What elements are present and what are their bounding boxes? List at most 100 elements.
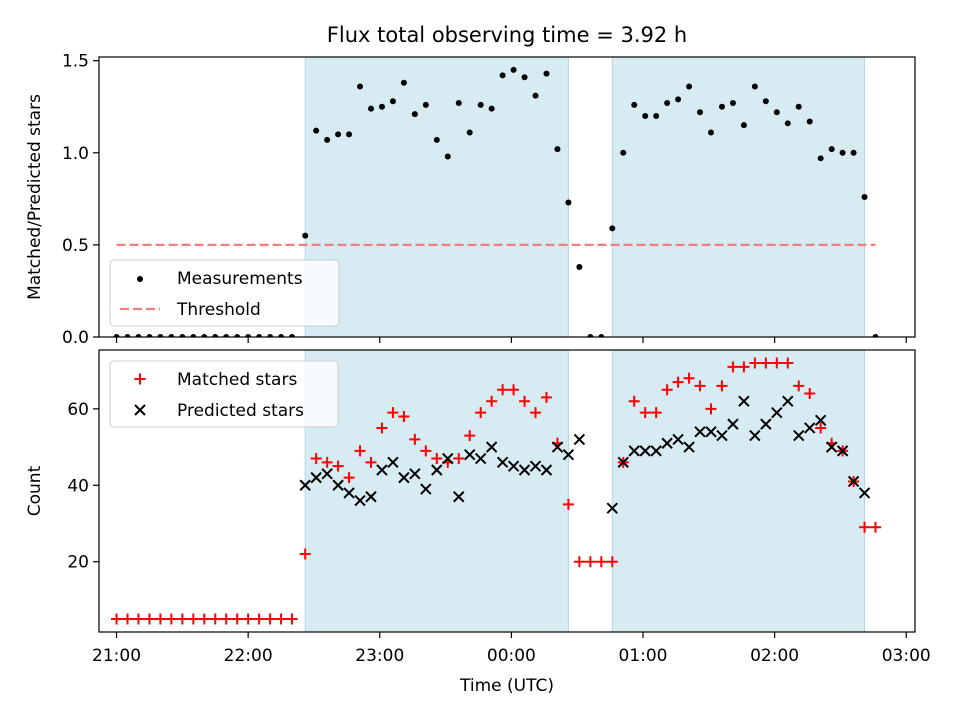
bottom-panel: 20 40 60 21:00 22:00 23:00 00:00 01:00 02:00 03:0…: [25, 349, 931, 696]
y-tick-label: 40: [67, 476, 89, 496]
matched-star-point: [716, 380, 728, 392]
matched-star-point: [519, 395, 531, 407]
measurement-point: [850, 149, 857, 156]
matched-star-point: [815, 422, 827, 434]
top-panel: 0.0 0.5 1.0 1.5 Matched/Predicted stars Measu…: [25, 52, 916, 348]
measurement-point: [168, 334, 175, 337]
predicted-star-point: [529, 460, 542, 472]
predicted-star-point: [661, 437, 673, 449]
predicted-star-point: [299, 479, 311, 491]
legend: Matched stars Predicted stars: [109, 360, 339, 428]
matched-star-point: [143, 613, 155, 625]
matched-star-point: [639, 407, 651, 419]
measurement-point: [313, 127, 320, 134]
matched-star-point: [354, 445, 366, 457]
measurement-point: [455, 100, 462, 107]
matched-star-point: [749, 357, 761, 369]
measurement-point: [157, 334, 164, 337]
x-tick-label: 01:00: [619, 646, 668, 666]
measurement-point: [762, 98, 769, 105]
measurement-point: [576, 264, 583, 270]
predicted-star-point: [409, 468, 421, 480]
matched-star-point: [332, 460, 344, 472]
matched-star-point: [804, 388, 816, 400]
measurement-point: [697, 109, 704, 116]
measurement-point: [124, 334, 131, 337]
predicted-star-point: [354, 494, 366, 507]
matched-star-point: [321, 456, 333, 468]
matched-star-point: [176, 613, 188, 625]
predicted-star-point: [398, 471, 410, 484]
predicted-star-point: [343, 487, 355, 499]
measurement-point: [289, 334, 296, 337]
predicted-star-point: [310, 471, 322, 484]
legend-measurement-marker: [137, 276, 143, 282]
predicted-star-point: [365, 491, 377, 503]
matched-star-point: [409, 433, 421, 445]
measurement-point: [806, 118, 813, 125]
predicted-star-point: [804, 422, 816, 434]
axes-frame: [98, 56, 916, 338]
measurement-point: [872, 334, 879, 337]
matched-star-point: [727, 361, 739, 373]
measurement-point: [587, 334, 594, 337]
matched-star-point: [275, 613, 287, 625]
predicted-star-point: [376, 464, 388, 476]
x-tick-label: 21:00: [92, 646, 141, 666]
predicted-star-point: [474, 452, 487, 465]
matched-star-point: [508, 384, 520, 396]
matched-star-point: [661, 384, 673, 396]
matched-star-point: [111, 613, 123, 625]
predicted-star-point: [420, 483, 432, 495]
predicted-star-point: [431, 464, 443, 476]
measurement-point: [278, 334, 285, 337]
predicted-star-point: [847, 475, 860, 488]
predicted-star-point: [705, 426, 717, 438]
matched-star-point: [299, 548, 311, 560]
legend-box: [109, 360, 339, 428]
x-tick-label: 03:00: [882, 646, 931, 666]
measurement-point: [179, 334, 186, 337]
measurement-point: [324, 136, 331, 143]
measurement-point: [740, 122, 747, 129]
matched-star-point: [793, 380, 805, 392]
measurement-point: [708, 129, 714, 136]
measurement-point: [598, 334, 605, 337]
y-tick-label: 20: [67, 553, 89, 573]
matched-star-point: [540, 391, 552, 403]
predicted-star-point: [321, 468, 333, 480]
measurement-point: [267, 334, 274, 337]
measurement-point: [335, 131, 342, 138]
axes-frame: [98, 349, 916, 633]
matched-star-point: [694, 380, 706, 392]
predicted-star-point: [617, 456, 629, 469]
measurement-point: [729, 100, 736, 107]
predicted-star-point: [332, 479, 344, 491]
predicted-star-point: [782, 395, 794, 407]
legend: Measurements Threshold: [109, 259, 340, 327]
matched-star-point: [760, 357, 772, 369]
measurement-point: [444, 153, 451, 160]
measurement-point: [201, 334, 208, 337]
measurement-point: [368, 105, 374, 112]
matched-star-point: [398, 410, 410, 422]
measurement-point: [256, 334, 263, 337]
matched-star-point: [453, 453, 465, 465]
x-tick-label: 00:00: [487, 646, 536, 666]
matched-star-point: [376, 422, 388, 434]
plot-area: [113, 57, 879, 337]
measurement-point: [839, 149, 846, 156]
matched-star-point: [683, 372, 695, 384]
matched-star-point: [387, 407, 399, 419]
matched-star-point: [286, 613, 298, 625]
y-tick-label: 0.5: [62, 236, 89, 256]
predicted-star-point: [793, 429, 805, 442]
measurement-point: [400, 79, 407, 86]
predicted-star-point: [496, 456, 509, 469]
x-tick-label: 23:00: [355, 646, 404, 666]
matched-star-point: [584, 556, 596, 568]
matched-star-point: [738, 361, 750, 373]
measurement-point: [389, 98, 396, 105]
measurement-point: [135, 334, 142, 337]
